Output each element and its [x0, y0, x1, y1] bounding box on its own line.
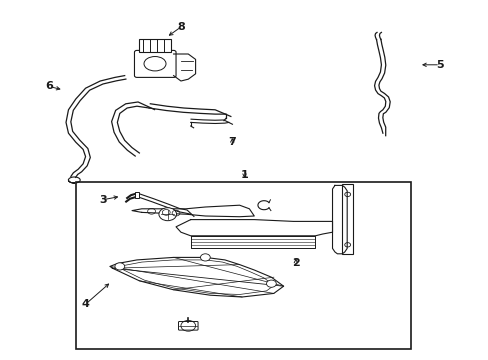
Bar	[342, 184, 352, 254]
Circle shape	[159, 208, 176, 221]
Text: 6: 6	[45, 81, 53, 91]
Text: 2: 2	[291, 258, 299, 268]
Text: 4: 4	[81, 299, 89, 309]
FancyBboxPatch shape	[134, 50, 176, 77]
Circle shape	[200, 254, 210, 261]
Bar	[76, 182, 410, 349]
Text: 1: 1	[240, 170, 248, 180]
Text: 7: 7	[228, 137, 236, 147]
Text: 3: 3	[99, 195, 106, 205]
FancyBboxPatch shape	[178, 321, 198, 330]
Text: 8: 8	[177, 22, 184, 32]
Bar	[135, 192, 139, 198]
Circle shape	[266, 280, 276, 287]
Text: 5: 5	[435, 60, 443, 70]
Bar	[139, 39, 171, 52]
Circle shape	[115, 263, 124, 270]
